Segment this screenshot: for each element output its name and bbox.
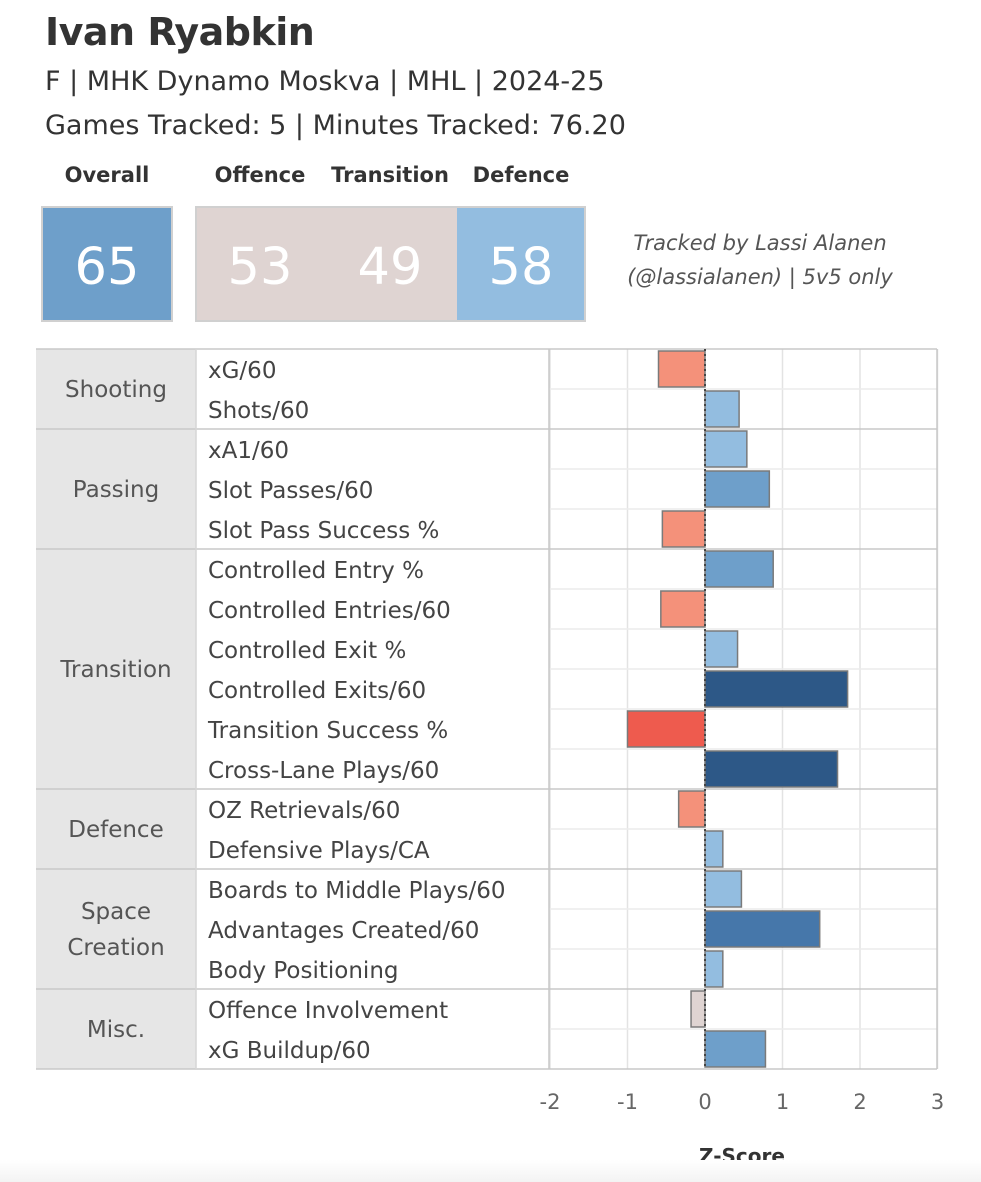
metric-label: Slot Passes/60 (208, 478, 373, 504)
bottom-edge (0, 1160, 981, 1182)
bar (626, 710, 706, 748)
bar (704, 830, 724, 868)
bar (704, 1030, 767, 1068)
bar (704, 550, 774, 588)
offence-transition-fill (197, 208, 457, 320)
x-tick-label: 2 (853, 1090, 866, 1114)
bar (704, 630, 739, 668)
player-subtitle: F | MHK Dynamo Moskva | MHL | 2024-25 (45, 66, 605, 97)
bar (704, 390, 740, 428)
x-tick-label: 1 (776, 1090, 789, 1114)
metric-label: OZ Retrievals/60 (208, 798, 400, 824)
overall-score: 65 (74, 238, 140, 297)
category-label: Passing (73, 477, 159, 503)
x-tick-label: 3 (931, 1090, 944, 1114)
metric-label: xG Buildup/60 (208, 1038, 371, 1064)
defence-score: 58 (488, 238, 554, 297)
bar (704, 750, 839, 788)
category-label: Defence (68, 817, 163, 843)
category-column-bg (36, 349, 196, 1069)
metric-label: xA1/60 (208, 438, 289, 464)
category-label: Shooting (65, 377, 167, 403)
metric-label: Controlled Entries/60 (208, 598, 451, 624)
bar (661, 510, 706, 548)
metric-label: Controlled Exit % (208, 638, 406, 664)
x-tick-label: -2 (540, 1090, 561, 1114)
games-tracked-line: Games Tracked: 5 | Minutes Tracked: 76.2… (45, 110, 626, 141)
metric-label: Body Positioning (208, 958, 399, 984)
overall-label: Overall (64, 163, 150, 187)
bar (677, 790, 706, 828)
bar (704, 870, 743, 908)
metric-label: Controlled Entry % (208, 558, 424, 584)
player-name: Ivan Ryabkin (45, 10, 315, 54)
overall-score-box (41, 206, 173, 322)
offence-label: Offence (214, 163, 306, 187)
bar (690, 990, 706, 1028)
bar (704, 950, 724, 988)
metric-label: Slot Pass Success % (208, 518, 439, 544)
defence-label: Defence (472, 163, 570, 187)
metric-label: Transition Success % (207, 718, 448, 744)
category-label: Creation (67, 935, 164, 961)
bar (657, 350, 706, 388)
x-tick-label: 0 (698, 1090, 711, 1114)
component-score-box (195, 206, 586, 322)
bar (660, 590, 706, 628)
metric-label: Shots/60 (208, 398, 309, 424)
category-label: Misc. (87, 1017, 145, 1043)
metric-label: Defensive Plays/CA (208, 838, 430, 864)
credit-line-1: Tracked by Lassi Alanen (633, 231, 887, 255)
credit-line-2: (@lassialanen) | 5v5 only (627, 265, 893, 289)
x-tick-label: -1 (617, 1090, 638, 1114)
bar (704, 470, 771, 508)
metric-label: Controlled Exits/60 (208, 678, 426, 704)
metric-label: Advantages Created/60 (208, 918, 479, 944)
transition-score: 49 (357, 238, 423, 297)
bar (704, 910, 821, 948)
offence-score: 53 (227, 238, 293, 297)
category-label: Transition (59, 657, 171, 683)
metric-label: Cross-Lane Plays/60 (208, 758, 439, 784)
defence-fill (457, 208, 584, 320)
bar (704, 430, 748, 468)
metric-label: Offence Involvement (208, 998, 448, 1024)
bar (704, 670, 849, 708)
metric-label: xG/60 (208, 358, 276, 384)
metric-label: Boards to Middle Plays/60 (208, 878, 506, 904)
transition-label: Transition (331, 163, 449, 187)
category-label: Space (81, 899, 151, 925)
